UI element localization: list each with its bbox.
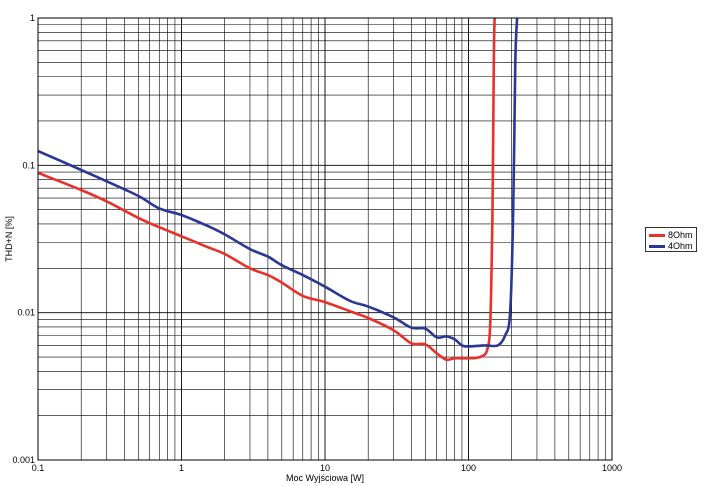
x-axis-label: Moc Wyjściowa [W] (286, 473, 364, 483)
series-line-8ohm (37, 17, 496, 362)
y-tick-label: 1 (30, 13, 35, 23)
x-tick-label: 1000 (602, 463, 622, 473)
legend-label-4ohm: 4Ohm (668, 241, 693, 251)
y-tick-label: 0.01 (17, 308, 35, 318)
x-tick-label: 1 (179, 463, 184, 473)
series-line-4ohm (37, 17, 519, 348)
legend-swatch-4ohm (649, 244, 665, 248)
y-axis-label: THD+N [%] (4, 216, 14, 262)
y-tick-label: 0.1 (22, 160, 35, 170)
y-tick-label: 0.001 (12, 455, 35, 465)
plot-grid (37, 18, 612, 461)
x-tick-label: 100 (461, 463, 476, 473)
x-tick-label: 10 (320, 463, 330, 473)
legend: 8Ohm 4Ohm (645, 227, 697, 252)
legend-item-4ohm: 4Ohm (649, 241, 693, 251)
legend-swatch-8ohm (649, 233, 665, 237)
legend-label-8ohm: 8Ohm (668, 230, 693, 240)
tick-labels: 0.1 1 10 100 1000 0.001 0.01 0.1 1 (12, 13, 622, 473)
legend-item-8ohm: 8Ohm (649, 230, 693, 240)
plot-frame (37, 17, 613, 461)
x-tick-label: 0.1 (32, 463, 45, 473)
series-layer (37, 17, 519, 362)
